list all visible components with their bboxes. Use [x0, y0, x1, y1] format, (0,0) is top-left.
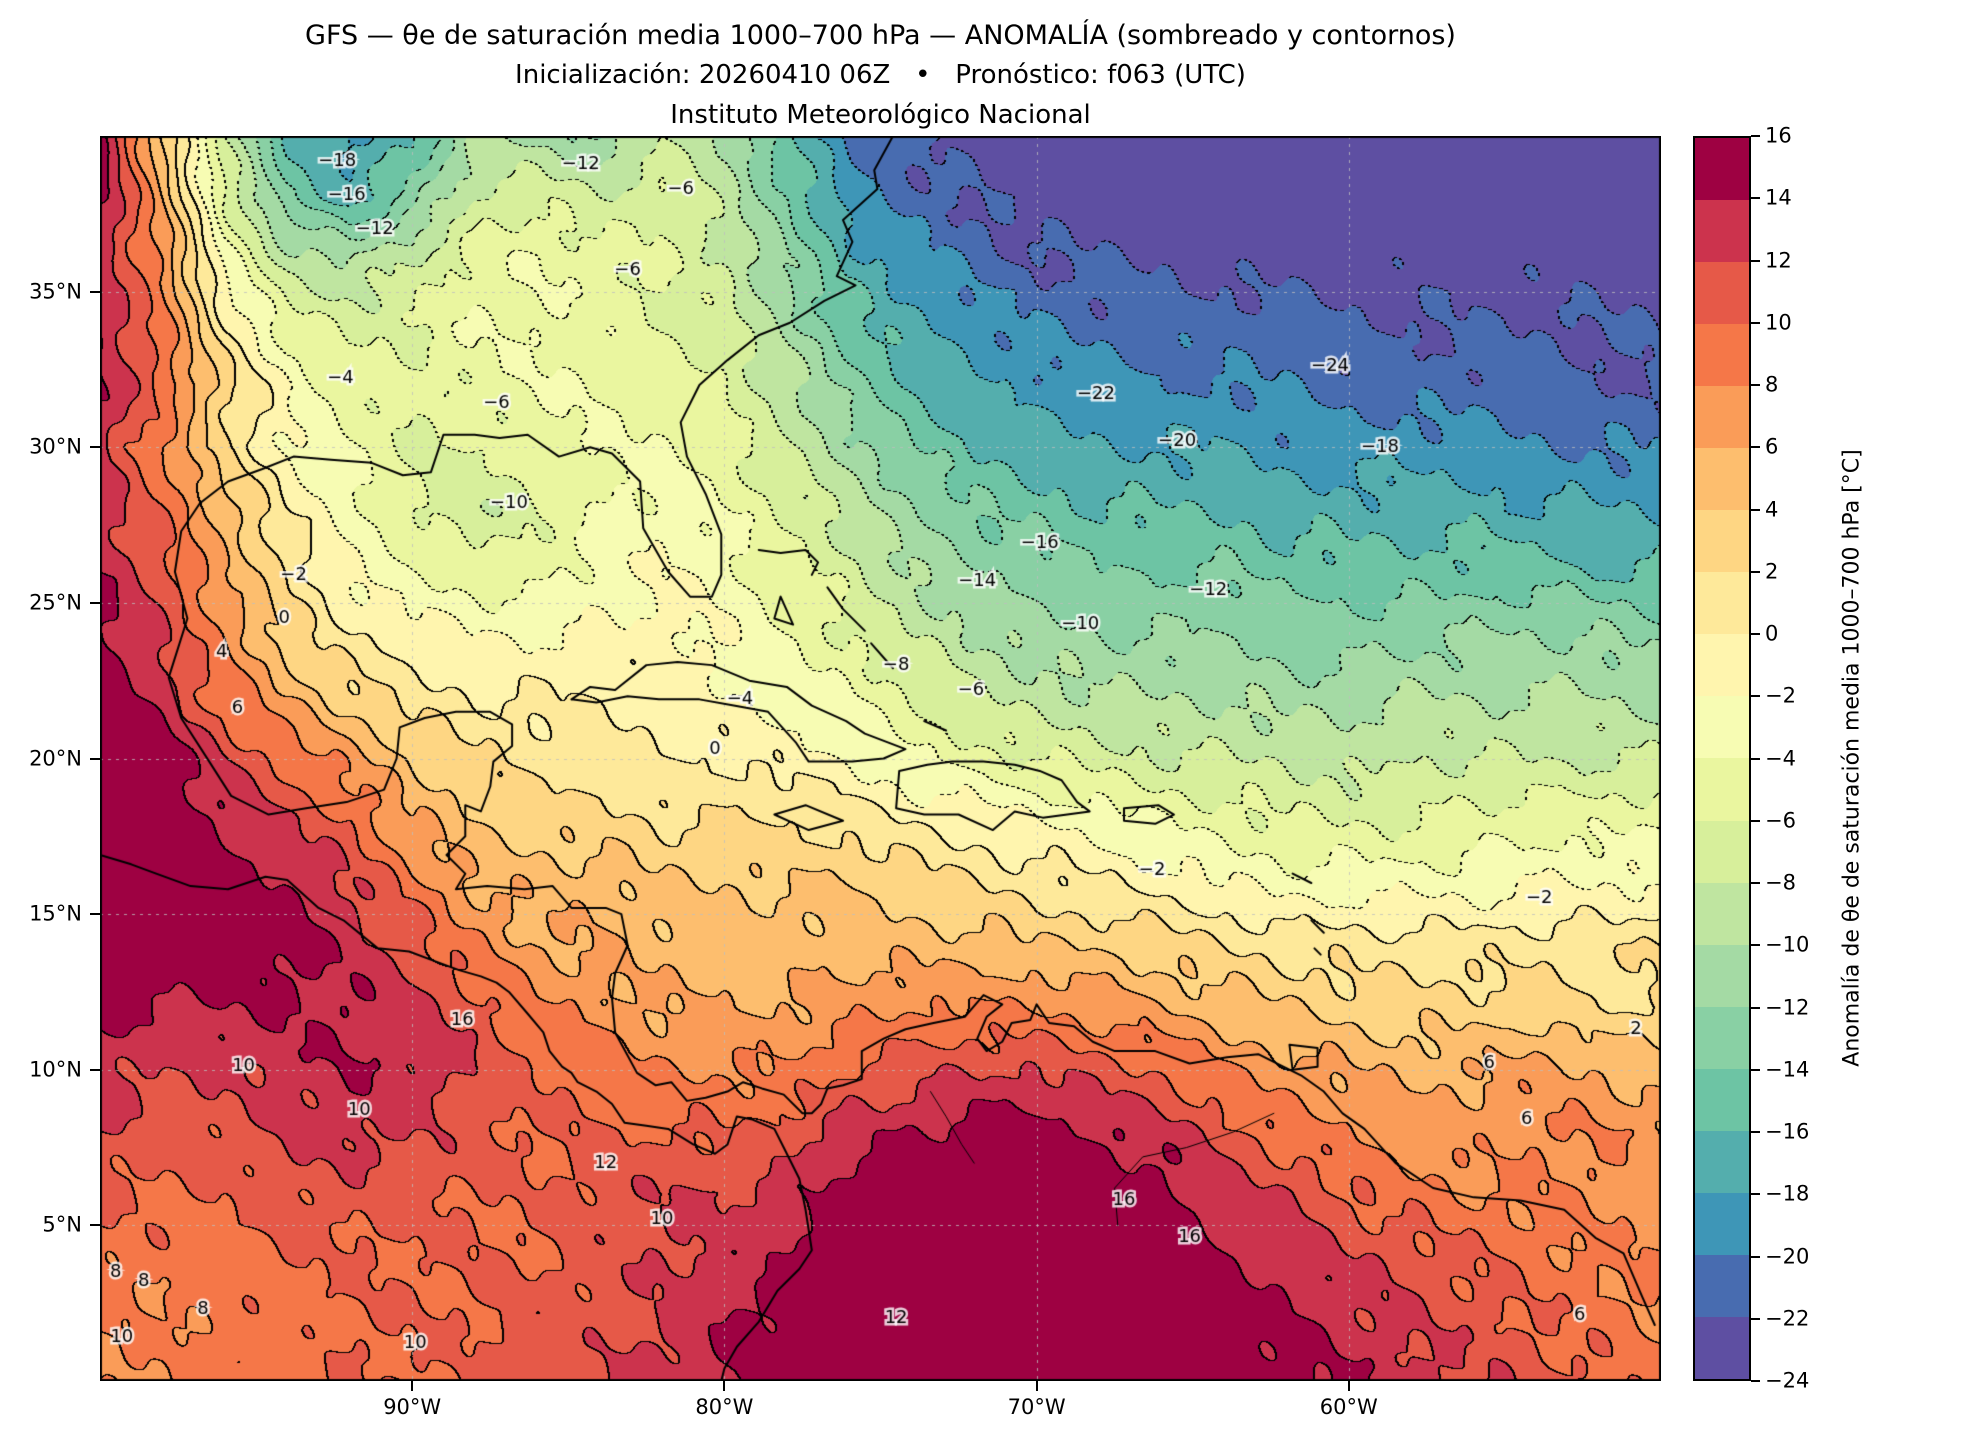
y-tick-label: 30°N	[29, 434, 82, 459]
colorbar-tick-label: −24	[1765, 1368, 1810, 1393]
colorbar-tick-mark	[1751, 321, 1760, 324]
chart-subtitle: Inicialización: 20260410 06Z • Pronóstic…	[515, 60, 1246, 90]
colorbar-tick-label: 14	[1765, 185, 1792, 210]
x-tick-mark	[411, 1381, 414, 1391]
y-tick-mark	[90, 1224, 100, 1227]
colorbar-tick-mark	[1751, 695, 1760, 698]
colorbar-segment	[1695, 1192, 1749, 1255]
colorbar-tick-mark	[1751, 1193, 1760, 1196]
colorbar-tick-label: −2	[1765, 683, 1796, 708]
x-tick-label: 90°W	[383, 1395, 442, 1419]
y-tick-mark	[90, 446, 100, 449]
colorbar-tick-mark	[1751, 1131, 1760, 1133]
colorbar-tick-mark	[1751, 819, 1760, 822]
colorbar-tick-mark	[1751, 508, 1760, 511]
y-tick-label: 10°N	[29, 1057, 82, 1082]
colorbar-tick-label: −6	[1765, 808, 1796, 833]
colorbar-tick-label: 10	[1765, 310, 1792, 335]
y-tick-mark	[90, 1068, 100, 1071]
colorbar-segment	[1695, 1316, 1749, 1379]
colorbar-tick-mark	[1751, 882, 1760, 884]
colorbar-tick-mark	[1751, 1380, 1760, 1382]
colorbar-segment	[1695, 1006, 1749, 1069]
colorbar-tick-label: 8	[1765, 372, 1779, 397]
colorbar-tick-label: 0	[1765, 621, 1779, 646]
colorbar-segment	[1695, 138, 1749, 201]
y-tick-label: 35°N	[29, 279, 82, 304]
colorbar-segment	[1695, 262, 1749, 325]
colorbar-tick-mark	[1751, 570, 1760, 573]
x-tick-mark	[723, 1381, 726, 1391]
colorbar-tick-label: −14	[1765, 1057, 1810, 1082]
colorbar-tick-label: 4	[1765, 497, 1779, 521]
colorbar-tick-mark	[1751, 135, 1760, 137]
colorbar-tick-label: −20	[1765, 1244, 1810, 1268]
x-tick-mark	[1347, 1381, 1350, 1391]
chart-institution: Instituto Meteorológico Nacional	[670, 100, 1091, 130]
colorbar-segment	[1695, 758, 1749, 821]
colorbar-segment	[1695, 324, 1749, 387]
colorbar-label: Anomalía de θe de saturación media 1000–…	[1839, 449, 1865, 1067]
y-tick-label: 20°N	[29, 746, 82, 770]
y-tick-mark	[90, 913, 100, 916]
colorbar-tick-label: −22	[1765, 1306, 1810, 1331]
colorbar-segment	[1695, 1254, 1749, 1317]
colorbar-segment	[1695, 386, 1749, 449]
chart-title: GFS — θe de saturación media 1000–700 hP…	[305, 20, 1456, 51]
colorbar-segment	[1695, 820, 1749, 883]
colorbar-tick-mark	[1751, 1068, 1760, 1071]
colorbar-tick-mark	[1751, 944, 1760, 947]
colorbar-segment	[1695, 1130, 1749, 1193]
colorbar-segment	[1695, 696, 1749, 759]
colorbar-tick-mark	[1751, 446, 1760, 449]
colorbar-tick-mark	[1751, 1317, 1760, 1320]
y-tick-label: 5°N	[42, 1212, 82, 1237]
colorbar-segment	[1695, 200, 1749, 263]
colorbar-segment	[1695, 572, 1749, 635]
colorbar-tick-label: 16	[1765, 123, 1792, 148]
map-canvas	[100, 136, 1661, 1381]
colorbar-segment	[1695, 1068, 1749, 1131]
colorbar-tick-mark	[1751, 1255, 1760, 1258]
colorbar-tick-label: −12	[1765, 995, 1810, 1019]
colorbar-segment	[1695, 634, 1749, 697]
colorbar-tick-label: 6	[1765, 434, 1779, 459]
colorbar-tick-label: 12	[1765, 248, 1792, 272]
colorbar-segment	[1695, 944, 1749, 1007]
colorbar-tick-mark	[1751, 633, 1760, 635]
colorbar-tick-label: −16	[1765, 1119, 1810, 1144]
colorbar-segment	[1695, 510, 1749, 573]
x-tick-label: 70°W	[1007, 1395, 1066, 1419]
x-tick-label: 80°W	[695, 1395, 754, 1419]
colorbar-tick-mark	[1751, 384, 1760, 386]
y-tick-mark	[90, 290, 100, 293]
colorbar-segment	[1695, 882, 1749, 945]
x-tick-mark	[1035, 1381, 1038, 1391]
colorbar-segment	[1695, 448, 1749, 511]
x-tick-label: 60°W	[1319, 1395, 1378, 1419]
colorbar-tick-mark	[1751, 197, 1760, 200]
colorbar-tick-label: −10	[1765, 932, 1810, 957]
colorbar-tick-label: −8	[1765, 870, 1796, 895]
map-plot	[100, 136, 1661, 1381]
colorbar-tick-label: −18	[1765, 1181, 1810, 1206]
colorbar-tick-mark	[1751, 259, 1760, 262]
colorbar-tick-mark	[1751, 1006, 1760, 1009]
colorbar-tick-mark	[1751, 757, 1760, 760]
y-tick-label: 25°N	[29, 590, 82, 615]
colorbar	[1693, 136, 1751, 1381]
colorbar-tick-label: −4	[1765, 746, 1796, 770]
colorbar-tick-label: 2	[1765, 559, 1779, 584]
y-tick-mark	[90, 757, 100, 760]
y-tick-label: 15°N	[29, 901, 82, 926]
y-tick-mark	[90, 601, 100, 604]
